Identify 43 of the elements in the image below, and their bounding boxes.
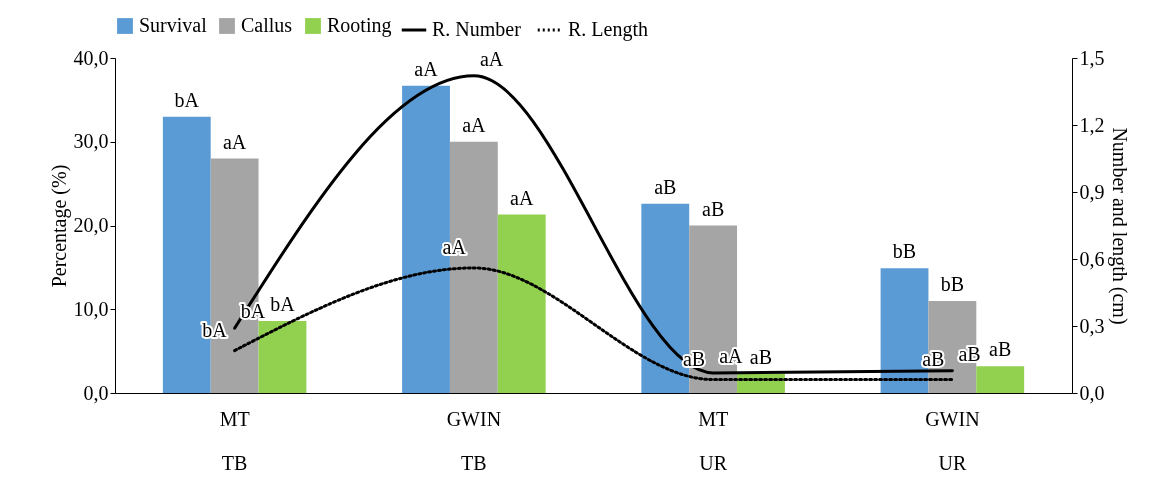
- y2-tick-label: 0,3: [1079, 314, 1105, 337]
- y-tick-label: 40,0: [73, 46, 109, 69]
- bar: [976, 366, 1025, 393]
- data-label: aA: [414, 57, 439, 80]
- data-label: aA: [479, 47, 504, 70]
- data-label: bB: [892, 240, 917, 263]
- y2-tick-label: 1,2: [1079, 113, 1105, 136]
- data-label: aA: [442, 235, 467, 258]
- legend-label: Rooting: [327, 14, 392, 37]
- data-label: aB: [989, 338, 1012, 361]
- legend-label: Survival: [139, 14, 208, 36]
- x-tick-label: MT TB: [219, 407, 250, 474]
- data-label: aA: [222, 130, 247, 153]
- legend-label: R. Number: [432, 18, 522, 40]
- data-label: aA: [462, 113, 487, 136]
- y2-tick-label: 1,5: [1079, 46, 1105, 69]
- data-label: aB: [958, 342, 981, 365]
- legend-label: Callus: [241, 14, 293, 36]
- y-axis-title: Percentage (%): [47, 164, 71, 288]
- bar: [258, 320, 307, 393]
- legend-label: R. Length: [568, 18, 648, 41]
- y2-axis-title: Number and length (cm): [1107, 127, 1131, 325]
- y-tick-label: 0,0: [83, 381, 109, 404]
- data-label: bA: [202, 318, 228, 341]
- data-label: bA: [270, 292, 296, 315]
- data-label: aB: [749, 345, 773, 368]
- bar: [497, 214, 546, 393]
- data-label: aB: [702, 197, 725, 220]
- x-tick-label: GWIN TB: [446, 407, 502, 474]
- y-tick-label: 20,0: [73, 214, 109, 236]
- y2-tick-label: 0,9: [1079, 180, 1105, 203]
- y-tick-label: 30,0: [73, 130, 109, 153]
- data-label: aB: [922, 347, 945, 370]
- y-tick-label: 10,0: [73, 297, 109, 320]
- y2-tick-label: 0,0: [1079, 381, 1105, 404]
- x-tick-label: GWIN UR: [925, 407, 980, 474]
- data-label: aB: [682, 347, 706, 370]
- y2-tick-label: 0,6: [1079, 247, 1105, 270]
- data-label: bA: [174, 88, 200, 111]
- x-tick-label: MT UR: [698, 407, 729, 474]
- data-label: aB: [654, 175, 677, 198]
- data-label: aA: [510, 186, 534, 209]
- data-label: bB: [940, 272, 965, 295]
